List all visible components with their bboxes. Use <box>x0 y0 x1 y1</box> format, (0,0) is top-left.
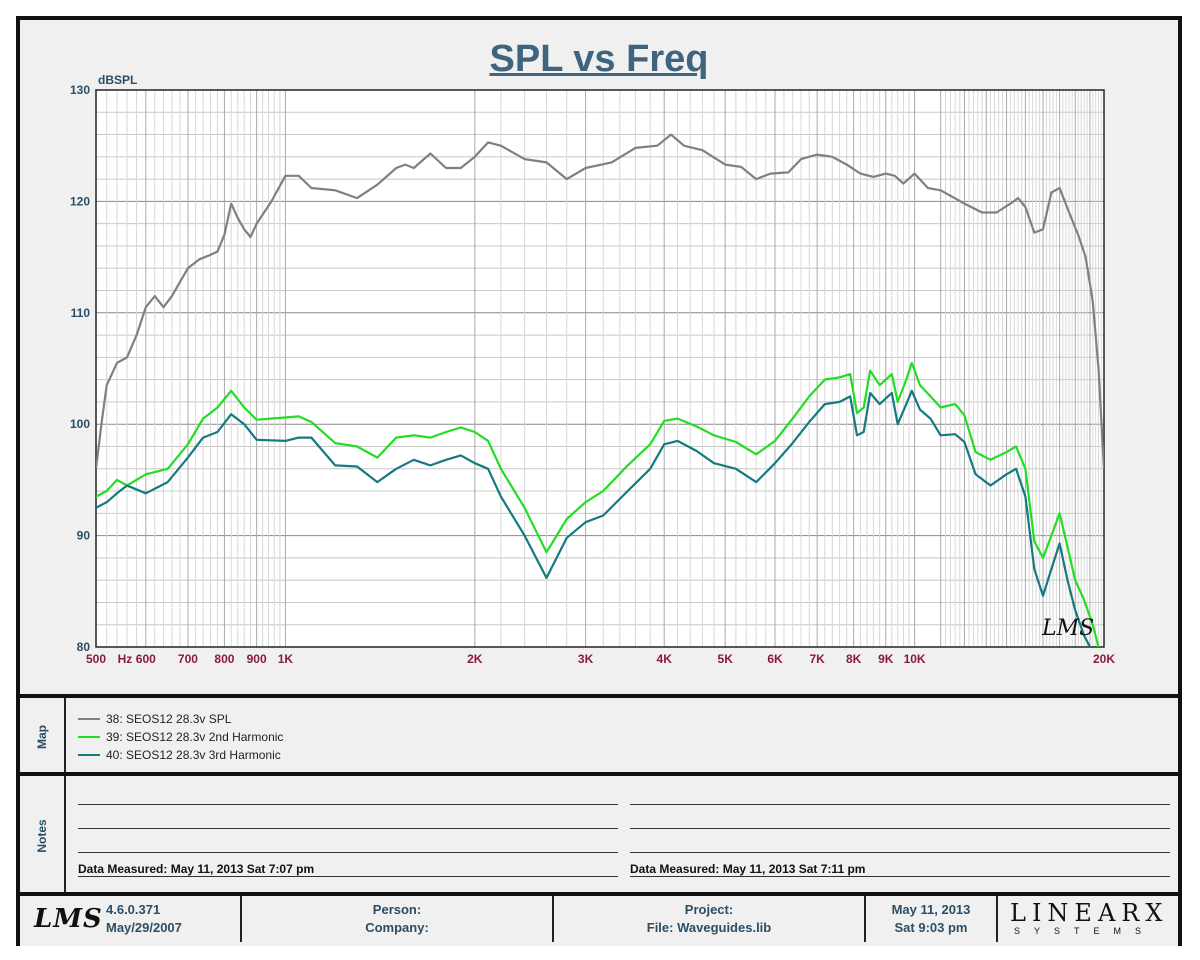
lms-watermark: LMS <box>1041 616 1094 641</box>
map-label: Map <box>35 725 49 749</box>
lms-logo: LMS <box>34 904 103 934</box>
series-line-2 <box>96 361 1100 647</box>
note-line <box>78 852 618 853</box>
version-number: 4.6.0.371 <box>106 902 161 917</box>
x-tick-label: 7K <box>809 652 825 666</box>
x-tick-label: 5K <box>718 652 734 666</box>
x-tick-label: 10K <box>904 652 926 666</box>
y-axis-label: dBSPL <box>98 73 137 87</box>
notes-right-column: Data Measured: May 11, 2013 Sat 7:11 pm <box>630 776 1170 896</box>
notes-panel: Notes Data Measured: May 11, 2013 Sat 7:… <box>20 772 1178 896</box>
footer-version-cell: LMS 4.6.0.371 May/29/2007 <box>20 896 242 942</box>
plot-border <box>95 89 1105 648</box>
footer-project-cell: Project: File: Waveguides.lib <box>554 896 866 942</box>
chart-title: SPL vs Freq <box>489 38 709 80</box>
y-tick-label: 80 <box>77 640 91 654</box>
notes-label: Notes <box>35 819 49 853</box>
legend-item: 39: SEOS12 28.3v 2nd Harmonic <box>78 728 283 746</box>
x-tick-label: 600 <box>136 652 156 666</box>
y-tick-label: 110 <box>71 306 91 320</box>
x-tick-label: 3K <box>578 652 594 666</box>
x-tick-label: 20K <box>1093 652 1115 666</box>
legend-item: 40: SEOS12 28.3v 3rd Harmonic <box>78 746 283 764</box>
note-line <box>630 804 1170 805</box>
footer-date-cell: May 11, 2013 Sat 9:03 pm <box>866 896 998 942</box>
person-label: Person: <box>372 902 422 917</box>
file-label: File: Waveguides.lib <box>646 920 772 935</box>
legend-swatch-2nd <box>78 736 100 738</box>
footer-person-cell: Person: Company: <box>242 896 554 942</box>
x-tick-label: 800 <box>214 652 234 666</box>
footer: LMS 4.6.0.371 May/29/2007 Person: Compan… <box>20 892 1178 946</box>
legend-swatch-spl <box>78 718 100 720</box>
x-tick-label: 9K <box>878 652 894 666</box>
legend: 38: SEOS12 28.3v SPL 39: SEOS12 28.3v 2n… <box>78 710 283 764</box>
spl-chart: 80 90 100 110 120 130 dBSPL 500 600 700 800 900 1K 2K… <box>70 73 1115 666</box>
map-side-label: Map <box>20 698 66 776</box>
x-tick-label: 900 <box>247 652 267 666</box>
x-tick-label: 500 <box>86 652 106 666</box>
note-line <box>78 804 618 805</box>
linearx-wordmark: LINEARX <box>1010 899 1169 927</box>
right-measured-text: Data Measured: May 11, 2013 Sat 7:11 pm <box>630 862 866 876</box>
y-tick-label: 120 <box>70 194 90 208</box>
note-line <box>630 876 1170 877</box>
note-line <box>78 828 618 829</box>
map-panel: Map 38: SEOS12 28.3v SPL 39: SEOS12 28.3… <box>20 694 1178 776</box>
project-label: Project: <box>684 902 734 917</box>
x-tick-label: 700 <box>178 652 198 666</box>
legend-label-2nd: 39: SEOS12 28.3v 2nd Harmonic <box>106 730 284 744</box>
y-tick-label: 90 <box>77 529 91 543</box>
report-frame: SPL vs Freq 80 90 100 110 120 130 dBSPL 500 600 7… <box>16 16 1182 946</box>
linearx-subtitle: SYSTEMS <box>1014 926 1156 936</box>
note-line <box>630 828 1170 829</box>
left-measured-text: Data Measured: May 11, 2013 Sat 7:07 pm <box>78 862 315 876</box>
x-tick-label: 2K <box>467 652 483 666</box>
series-line-3 <box>96 389 1091 647</box>
notes-left-column: Data Measured: May 11, 2013 Sat 7:07 pm <box>78 776 618 896</box>
legend-swatch-3rd <box>78 754 100 756</box>
x-unit-label: Hz <box>118 652 133 666</box>
footer-date: May 11, 2013 <box>891 902 971 917</box>
x-tick-label: 1K <box>278 652 294 666</box>
x-tick-label: 4K <box>657 652 673 666</box>
linearx-logo: LINEARX SYSTEMS <box>1002 896 1178 942</box>
version-block: 4.6.0.371 May/29/2007 <box>106 901 182 937</box>
y-tick-label: 130 <box>70 83 90 97</box>
note-line <box>78 876 618 877</box>
footer-time: Sat 9:03 pm <box>894 920 968 935</box>
legend-item: 38: SEOS12 28.3v SPL <box>78 710 283 728</box>
legend-label-3rd: 40: SEOS12 28.3v 3rd Harmonic <box>106 748 281 762</box>
plot-area <box>96 90 1104 647</box>
y-tick-label: 100 <box>70 417 90 431</box>
x-tick-label: 8K <box>846 652 862 666</box>
x-tick-label: 6K <box>767 652 783 666</box>
version-date: May/29/2007 <box>106 920 182 935</box>
series-line-1 <box>96 133 1104 469</box>
notes-side-label: Notes <box>20 776 66 896</box>
company-label: Company: <box>365 920 429 935</box>
legend-label-spl: 38: SEOS12 28.3v SPL <box>106 712 232 726</box>
note-line <box>630 852 1170 853</box>
